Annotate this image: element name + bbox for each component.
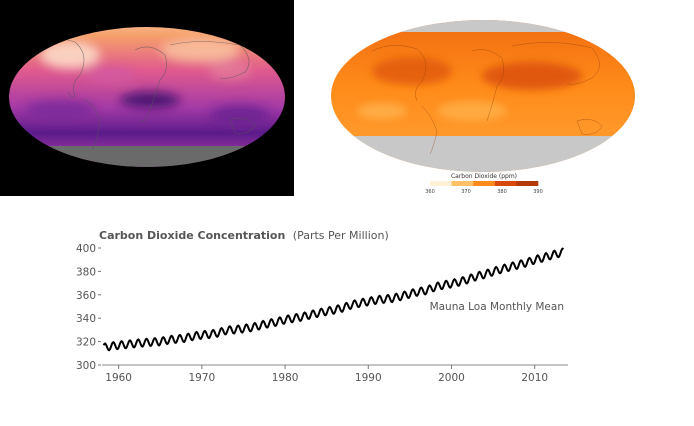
legend-swatch	[494, 181, 517, 186]
x-tick-label: 1980	[272, 372, 299, 384]
y-tick-label: 400	[76, 243, 96, 255]
legend-swatch	[430, 181, 452, 186]
x-tick-label: 1970	[188, 372, 215, 384]
x-axis: 1960 1970 1980 1990 2000 2010	[102, 364, 568, 384]
y-axis: 300 320 340 360 380 400	[76, 243, 101, 372]
legend-tick-label: 370	[461, 189, 471, 195]
co2-line-chart: Carbon Dioxide Concentration (Parts Per …	[68, 224, 588, 390]
legend-swatch	[473, 181, 496, 186]
y-tick-label: 320	[76, 337, 96, 349]
x-tick-label: 1990	[355, 372, 382, 384]
y-tick-label: 300	[76, 360, 96, 372]
series-label: Mauna Loa Monthly Mean	[430, 301, 564, 313]
legend-title: Carbon Dioxide (ppm)	[451, 173, 517, 180]
legend-tick-label: 360	[425, 189, 435, 195]
x-tick-label: 2010	[521, 372, 548, 384]
map-right-panel	[322, 16, 644, 176]
legend-swatch	[451, 181, 474, 186]
y-tick-label: 360	[76, 290, 96, 302]
legend-tick-label: 390	[533, 189, 543, 195]
map-left-panel	[0, 0, 294, 196]
right-world-map	[331, 20, 635, 172]
chart-title: Carbon Dioxide Concentration (Parts Per …	[99, 229, 389, 242]
x-tick-label: 2000	[438, 372, 465, 384]
y-tick-label: 380	[76, 266, 96, 278]
legend-swatch	[516, 181, 539, 186]
legend-tick-label: 380	[497, 189, 507, 195]
legend-ticks: 360 370 380 390	[425, 189, 543, 195]
legend-swatches	[430, 181, 539, 186]
color-legend: Carbon Dioxide (ppm) 360 370 380 390	[422, 172, 546, 198]
mauna-loa-series-line	[102, 247, 565, 352]
x-tick-label: 1960	[105, 372, 132, 384]
left-world-map	[9, 27, 285, 167]
chart-title-units: (Parts Per Million)	[293, 229, 389, 242]
chart-title-main: Carbon Dioxide Concentration	[99, 229, 285, 242]
y-tick-label: 340	[76, 313, 96, 325]
